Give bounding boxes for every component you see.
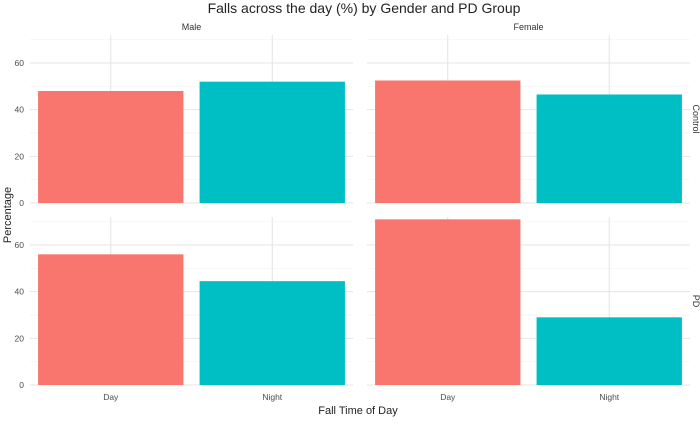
- x-axis-label: Fall Time of Day: [318, 405, 398, 417]
- x-tick-label: Night: [262, 392, 282, 402]
- bar-female-control-day: [375, 80, 521, 203]
- bar-female-control-night: [536, 94, 682, 203]
- y-tick-label: 0: [19, 198, 24, 208]
- facet-col-label-female: Female: [513, 22, 543, 32]
- bar-male-pd-day: [38, 254, 184, 385]
- bar-female-pd-night: [536, 317, 682, 385]
- facet-row-label-control: Control: [691, 104, 700, 133]
- x-tick-label: Night: [599, 392, 619, 402]
- facet-row-label-pd: PD: [691, 295, 700, 308]
- y-tick-label: 60: [15, 58, 25, 68]
- y-axis-label: Percentage: [2, 187, 14, 243]
- y-tick-label: 40: [15, 287, 25, 297]
- x-tick-label: Day: [103, 392, 119, 402]
- bar-male-control-night: [199, 81, 345, 203]
- bar-female-pd-day: [375, 219, 521, 385]
- chart-title: Falls across the day (%) by Gender and P…: [208, 0, 521, 16]
- y-tick-label: 20: [15, 333, 25, 343]
- x-tick-label: Day: [440, 392, 456, 402]
- facet-col-label-male: Male: [182, 22, 202, 32]
- bar-male-pd-night: [199, 281, 345, 385]
- y-tick-label: 60: [15, 240, 25, 250]
- y-tick-label: 20: [15, 151, 25, 161]
- bar-male-control-day: [38, 91, 184, 203]
- y-tick-label: 40: [15, 105, 25, 115]
- y-tick-label: 0: [19, 380, 24, 390]
